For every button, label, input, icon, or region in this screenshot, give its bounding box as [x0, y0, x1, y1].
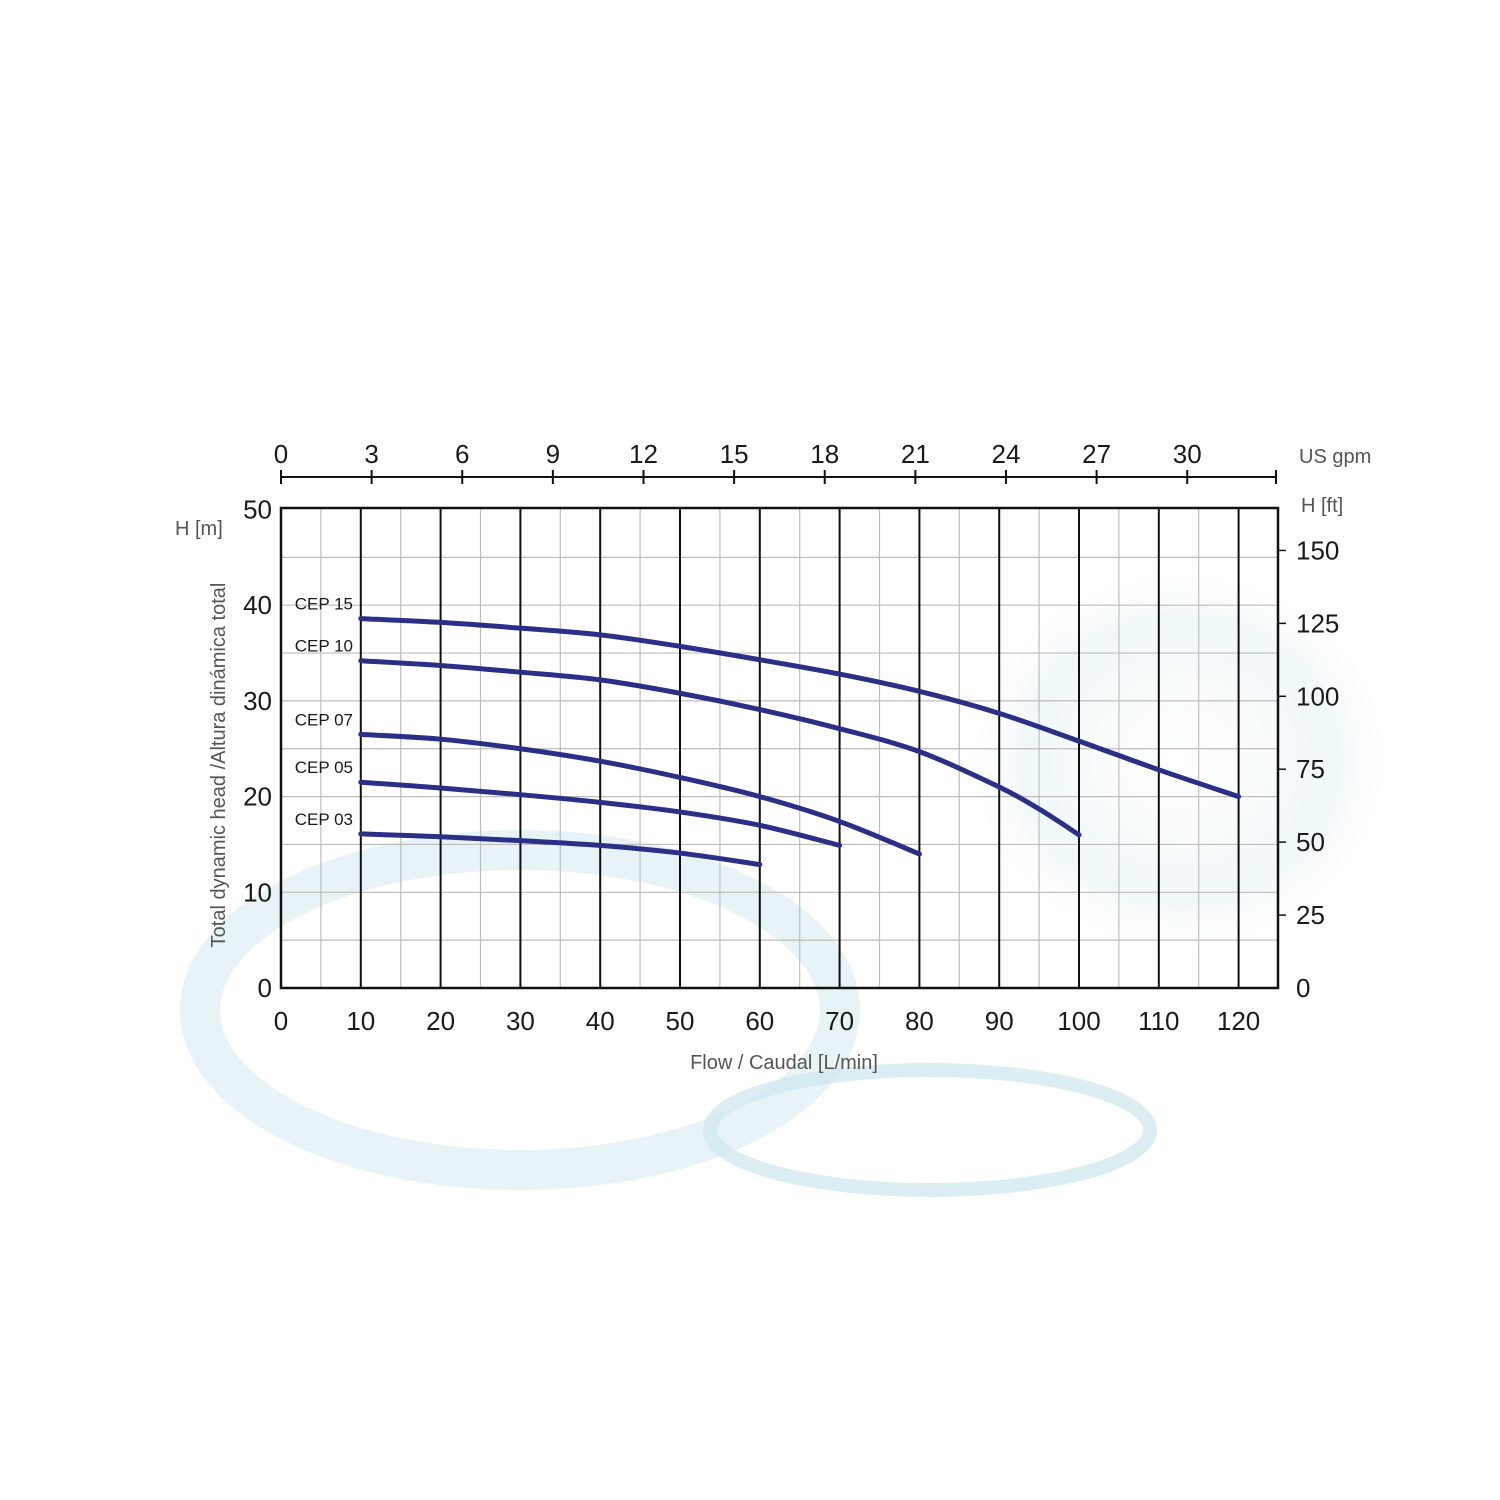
x2-tick-label: 3 — [364, 439, 378, 469]
y2-tick-label: 25 — [1296, 900, 1325, 930]
y-tick-label: 10 — [243, 877, 272, 907]
y2-tick-label: 100 — [1296, 681, 1339, 711]
x2-tick-label: 0 — [274, 439, 288, 469]
curve-cep-07 — [358, 731, 922, 857]
x-tick-label: 20 — [426, 1006, 455, 1036]
curve-cep-10 — [358, 658, 1082, 838]
y-axis-unit: H [m] — [175, 518, 223, 540]
x-tick-label: 120 — [1217, 1006, 1260, 1036]
x-tick-label: 0 — [274, 1006, 288, 1036]
curve-cep-05 — [358, 779, 843, 848]
x-tick-label: 40 — [586, 1006, 615, 1036]
x2-tick-label: 18 — [810, 439, 839, 469]
right-ft-axis-ticks: 0 25 50 75 100 125 150 — [1278, 535, 1339, 1003]
y2-axis-unit: H [ft] — [1301, 495, 1343, 517]
y-tick-label: 20 — [243, 782, 272, 812]
curve-labels: CEP 15 CEP 10 CEP 07 CEP 05 CEP 03 — [295, 595, 353, 829]
x2-tick-label: 6 — [455, 439, 469, 469]
x2-axis-unit: US gpm — [1299, 446, 1371, 468]
y2-tick-label: 125 — [1296, 608, 1339, 638]
y-tick-label: 30 — [243, 686, 272, 716]
x2-tick-label: 21 — [901, 439, 930, 469]
curve-label: CEP 07 — [295, 710, 353, 729]
curve-cep-15 — [358, 616, 1242, 800]
x-tick-label: 80 — [905, 1006, 934, 1036]
x-tick-label: 10 — [346, 1006, 375, 1036]
curve-cep-03 — [358, 831, 763, 868]
y-tick-label: 40 — [243, 590, 272, 620]
plot-border — [279, 506, 1280, 990]
x2-tick-label: 9 — [546, 439, 560, 469]
x2-tick-label: 15 — [720, 439, 749, 469]
x-tick-label: 50 — [666, 1006, 695, 1036]
y2-tick-label: 75 — [1296, 754, 1325, 784]
x-tick-label: 30 — [506, 1006, 535, 1036]
x-tick-label: 100 — [1057, 1006, 1100, 1036]
minor-grid — [281, 508, 1278, 988]
curve-label: CEP 03 — [295, 810, 353, 829]
x-tick-label: 60 — [745, 1006, 774, 1036]
curve-label: CEP 15 — [295, 595, 353, 614]
curve-label: CEP 10 — [295, 637, 353, 656]
x-tick-label: 70 — [825, 1006, 854, 1036]
x-axis-title: Flow / Caudal [L/min] — [690, 1052, 878, 1074]
x-axis-ticks: 0 10 20 30 40 50 60 70 80 90 100 110 120 — [274, 1006, 1261, 1036]
x2-tick-label: 27 — [1082, 439, 1111, 469]
curves — [358, 616, 1242, 868]
y2-tick-label: 50 — [1296, 827, 1325, 857]
plot-frame — [279, 506, 1280, 990]
y-axis-ticks: 0 10 20 30 40 50 — [243, 495, 272, 1004]
y-axis-title: Total dynamic head /Altura dinámica tota… — [208, 583, 230, 948]
y2-tick-label: 150 — [1296, 535, 1339, 565]
x2-tick-label: 30 — [1173, 439, 1202, 469]
major-grid — [359, 508, 1240, 988]
y-tick-label: 50 — [243, 495, 272, 525]
x-tick-label: 90 — [985, 1006, 1014, 1036]
x-tick-label: 110 — [1138, 1006, 1179, 1036]
x2-tick-label: 24 — [992, 439, 1021, 469]
top-gpm-axis: 0 3 6 9 12 15 18 21 24 27 30 — [274, 439, 1277, 484]
y-tick-label: 0 — [258, 973, 272, 1003]
curve-label: CEP 05 — [295, 758, 353, 777]
y2-tick-label: 0 — [1296, 973, 1310, 1003]
x2-tick-label: 12 — [629, 439, 658, 469]
